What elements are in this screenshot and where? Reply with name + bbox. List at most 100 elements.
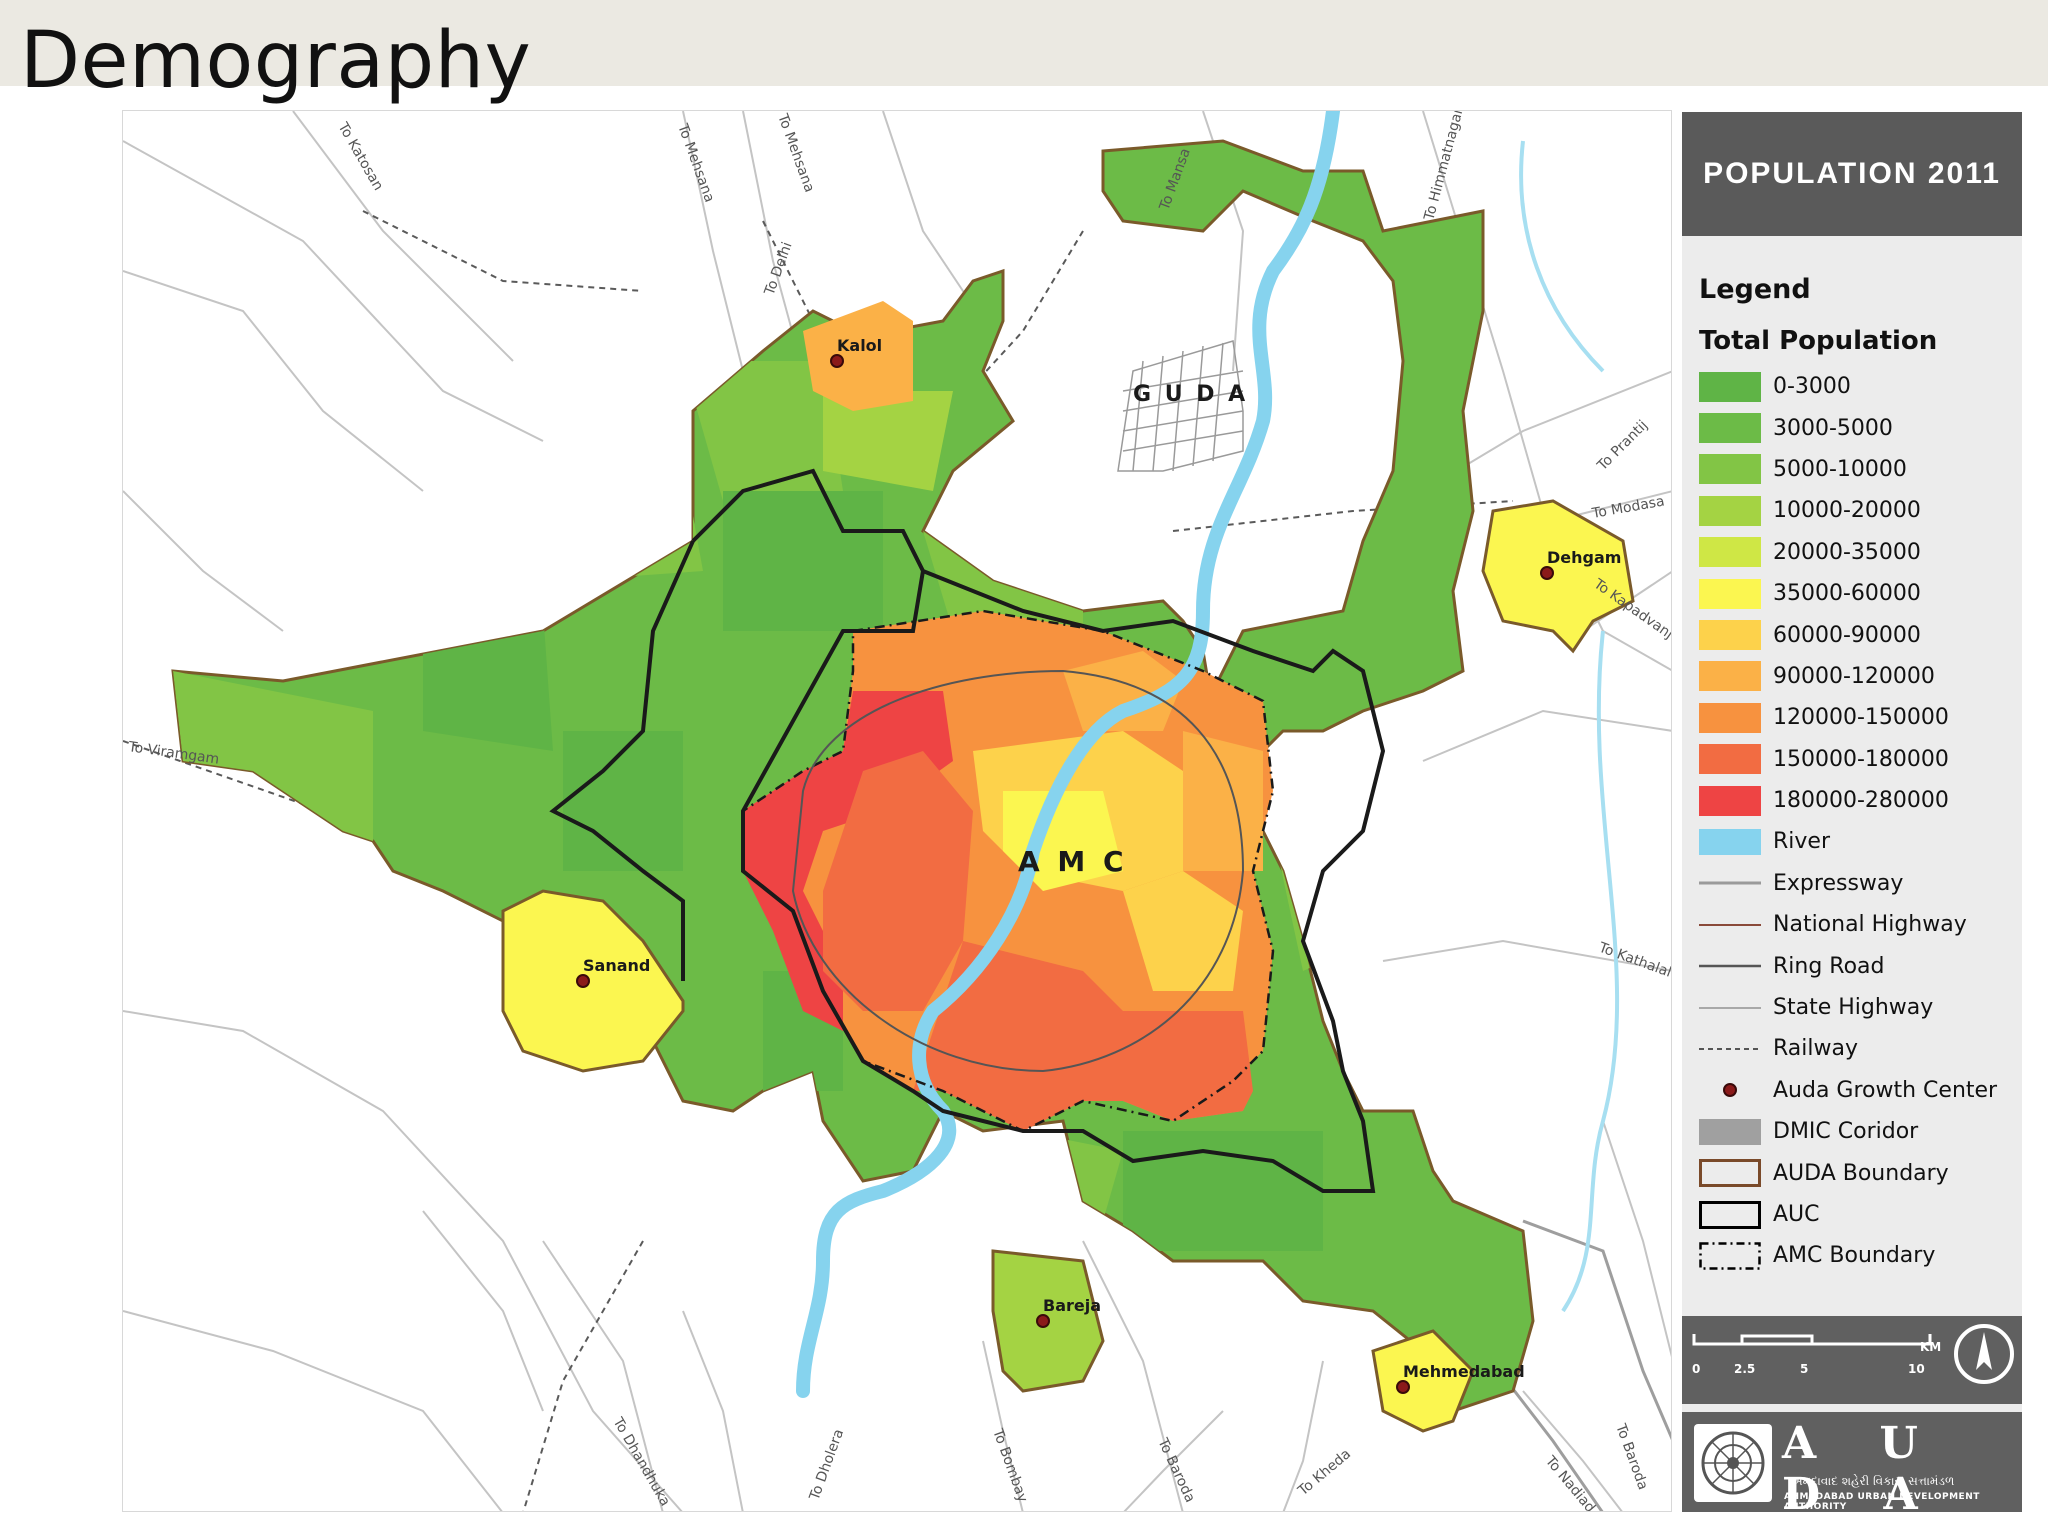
population-map: A M C G U D A Kalol Dehgam Sanand Bareja… — [122, 110, 1672, 1512]
legend-label: 10000-20000 — [1773, 498, 1921, 524]
population-swatch — [1699, 454, 1761, 485]
road-label-baroda-2: To Baroda — [1612, 1421, 1651, 1492]
auc-box-icon — [1699, 1200, 1761, 1229]
legend-row-amc-boundary: AMC Boundary — [1699, 1235, 2019, 1276]
expressway-line-icon — [1699, 881, 1761, 885]
road-label-modasa: To Modasa — [1590, 493, 1666, 522]
auda-name-english: AHMEDABAD URBAN DEVELOPMENT AUTHORITY — [1784, 1492, 1980, 1512]
auda-name-gujarati: અમદાવાદ શહેરી વિકાસ સત્તામંડળ — [1790, 1474, 1955, 1488]
kalol-dot — [830, 354, 844, 368]
auda-emblem-icon — [1694, 1424, 1772, 1502]
legend-row-class: 10000-20000 — [1699, 490, 2019, 531]
legend-row-auda-boundary: AUDA Boundary — [1699, 1152, 2019, 1193]
amc-core — [743, 611, 1273, 1131]
legend-row-auc: AUC — [1699, 1194, 2019, 1235]
road-label-prantij: To Prantij — [1594, 417, 1651, 474]
legend-label: Expressway — [1773, 870, 1904, 896]
population-swatch — [1699, 661, 1761, 692]
legend-label: AMC Boundary — [1773, 1243, 1936, 1269]
legend-row-class: 120000-150000 — [1699, 697, 2019, 738]
legend-panel: POPULATION 2011 Legend Total Population … — [1682, 112, 2022, 1520]
road-label-nadiad: To Nadiad — [1541, 1453, 1598, 1512]
auc-boundary — [549, 468, 1386, 1193]
legend-label: State Highway — [1773, 995, 1934, 1021]
kalol-zone — [803, 301, 913, 411]
north-arrow-icon — [1954, 1324, 2014, 1384]
legend-label: 90000-120000 — [1773, 663, 1935, 689]
national-highway-line-icon — [1699, 923, 1761, 926]
road-label-katosan: To Katosan — [334, 119, 386, 193]
population-swatch — [1699, 371, 1761, 402]
label-bareja: Bareja — [1043, 1296, 1101, 1315]
legend-list: 0-3000 3000-5000 5000-10000 10000-20000 … — [1699, 366, 2019, 1277]
legend-subtitle: Total Population — [1699, 326, 1938, 356]
population-swatch — [1699, 413, 1761, 444]
dehgam-dot — [1540, 566, 1554, 580]
legend-label: 20000-35000 — [1773, 539, 1921, 565]
auda-logo: A U D A અમદાવાદ શહેરી વિકાસ સત્તામંડળ AH… — [1682, 1412, 2022, 1520]
legend-row-class: 150000-180000 — [1699, 739, 2019, 780]
legend-row-railway: Railway — [1699, 1028, 2019, 1069]
population-swatch — [1699, 744, 1761, 775]
legend-label: 3000-5000 — [1773, 415, 1893, 441]
population-swatch — [1699, 620, 1761, 651]
legend-row-class: 180000-280000 — [1699, 780, 2019, 821]
legend-label: 150000-180000 — [1773, 746, 1949, 772]
road-label-dholera: To Dholera — [806, 1427, 847, 1503]
legend-label: 180000-280000 — [1773, 788, 1949, 814]
label-guda: G U D A — [1133, 382, 1248, 407]
legend-label: 35000-60000 — [1773, 581, 1921, 607]
legend-row-class: 0-3000 — [1699, 366, 2019, 407]
scale-bar-graphic — [1692, 1334, 1932, 1346]
label-dehgam: Dehgam — [1547, 548, 1621, 567]
road-label-mehsana-1: To Mehsana — [674, 121, 717, 205]
railway-dashed-line-icon — [1699, 1047, 1761, 1050]
ring-road — [791, 669, 1245, 1073]
legend-title: Legend — [1699, 274, 1811, 305]
legend-row-growth-center: Auda Growth Center — [1699, 1070, 2019, 1111]
road-label-bombay: To Bombay — [989, 1426, 1031, 1505]
population-swatch — [1699, 537, 1761, 568]
legend-row-river: River — [1699, 821, 2019, 862]
sanand-dot — [576, 974, 590, 988]
bareja-dot — [1036, 1314, 1050, 1328]
auda-name: A U D A — [1782, 1418, 1942, 1520]
legend-row-class: 5000-10000 — [1699, 449, 2019, 490]
guda-grid — [1117, 340, 1244, 472]
ring-road-line-icon — [1699, 964, 1761, 968]
legend-row-class: 20000-35000 — [1699, 532, 2019, 573]
legend-label: DMIC Coridor — [1773, 1119, 1919, 1145]
scale-unit: KM — [1920, 1340, 1942, 1354]
scale-bar: 0 2.5 5 10 KM — [1682, 1316, 2022, 1404]
legend-label: AUC — [1773, 1202, 1820, 1227]
title-band — [0, 0, 2048, 86]
label-mehmedabad: Mehmedabad — [1403, 1362, 1525, 1381]
population-swatch — [1699, 702, 1761, 733]
legend-row-state-highway: State Highway — [1699, 987, 2019, 1028]
road-label-baroda-1: To Baroda — [1154, 1435, 1198, 1505]
legend-row-class: 60000-90000 — [1699, 614, 2019, 655]
legend-row-class: 3000-5000 — [1699, 407, 2019, 448]
growth-center-dot-icon — [1723, 1083, 1737, 1098]
legend-row-national-highway: National Highway — [1699, 904, 2019, 945]
scale-tick-5: 5 — [1800, 1362, 1809, 1376]
legend-label: Railway — [1773, 1036, 1859, 1062]
slide-title: Demography — [20, 16, 532, 106]
scale-tick-0: 0 — [1692, 1362, 1701, 1376]
legend-label: National Highway — [1773, 912, 1967, 938]
sanand-zone — [501, 889, 685, 1073]
legend-label: 120000-150000 — [1773, 705, 1949, 731]
legend-label: 0-3000 — [1773, 374, 1851, 400]
label-sanand: Sanand — [583, 956, 650, 975]
river — [796, 111, 1340, 1398]
label-kalol: Kalol — [837, 336, 882, 355]
amc-boundary — [741, 609, 1275, 1133]
label-amc: A M C — [1018, 845, 1128, 878]
population-swatch — [1699, 495, 1761, 526]
legend-label: Auda Growth Center — [1773, 1077, 1998, 1103]
state-highway-line-icon — [1699, 1006, 1761, 1009]
legend-row-expressway: Expressway — [1699, 863, 2019, 904]
population-swatch — [1699, 578, 1761, 609]
scale-tick-2-5: 2.5 — [1734, 1362, 1756, 1376]
legend-label: AUDA Boundary — [1773, 1160, 1949, 1186]
